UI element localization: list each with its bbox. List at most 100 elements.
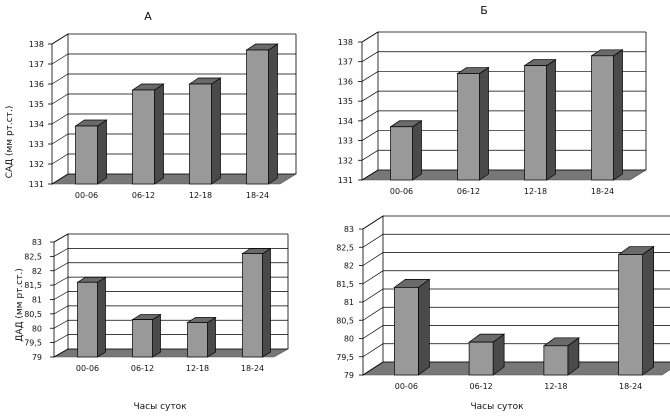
gridline-diagonal [53,248,69,257]
bar [187,322,208,358]
y-tick-label: 134 [338,117,353,126]
gridline-diagonal [51,113,69,125]
gridline-diagonal [361,51,379,63]
y-tick-label: 131 [338,176,353,185]
gridline-diagonal [361,71,379,82]
bar-side [211,77,221,185]
y-tick-label: 80,5 [24,310,42,319]
y-tick-label: 81 [32,296,42,305]
bar-side [97,276,106,358]
bar [75,125,98,185]
y-tick-label: 138 [29,40,44,49]
x-tick-label: 18-24 [241,364,264,373]
x-tick-label: 18-24 [619,382,642,391]
y-tick-label: 81,5 [24,281,42,290]
bar-side [418,278,430,376]
chart-dbp-b: 79 79,5 80 80,5 81 81,5 82 82,5 83 00-06 06-12 12-1… [336,215,670,391]
y-tick-label: 83 [344,225,354,234]
bar [242,253,263,358]
y-tick-label: 83 [32,238,42,247]
y-tick-label: 136 [29,80,44,89]
gridline-diagonal [51,173,69,185]
x-tick-label: 18-24 [591,187,614,196]
y-tick-label: 132 [29,160,44,169]
gridline-diagonal [53,233,69,243]
bar-side [262,247,271,358]
gridline-diagonal [53,319,69,329]
y-tick-label: 133 [29,140,44,149]
y-tick-label: 137 [338,58,353,67]
y-tick-label: 79,5 [24,339,42,348]
bar [591,55,614,181]
panel-title-b: Б [480,4,488,17]
gridline-diagonal [53,276,69,286]
gridline-diagonal [362,306,384,321]
bar [189,83,212,185]
gridline-diagonal [51,53,69,65]
bar-side [613,49,623,181]
chart-side-wall [51,33,69,185]
gridline-diagonal [361,110,379,122]
y-tick-label: 82 [344,262,354,271]
y-tick-label: 82,5 [336,243,354,252]
x-axis-label-left: Часы суток [133,402,187,412]
x-tick-label: 00-06 [76,364,99,373]
gridline-diagonal [53,291,69,300]
bar-side [154,83,164,185]
gridline-diagonal [51,93,69,105]
x-tick-label: 12-18 [544,382,567,391]
bar [618,254,643,376]
x-tick-label: 18-24 [246,191,269,200]
bar-side [152,313,161,358]
y-axis-label-dbp: ДАД (мм рт.ст.) [15,268,25,341]
y-tick-label: 79 [32,353,42,362]
chart-sbp-b: 131 132 133 134 135 136 137 138 00-06 06-12 12-18 1… [338,31,648,196]
y-tick-label: 132 [338,156,353,165]
bar-side [268,43,278,185]
gridline-diagonal [362,361,384,376]
bar [543,345,569,376]
bar [394,287,419,376]
x-tick-label: 12-18 [189,191,212,200]
bar-side [479,66,489,181]
gridline-diagonal [53,334,69,343]
gridline-diagonal [53,305,69,315]
chart-dbp-a: 79 79,5 80 80,5 81 81,5 82 82,5 83 00-06 06-12 12-1… [24,233,290,373]
x-axis-label-right: Часы суток [470,402,524,412]
bar [468,341,494,376]
bar [132,319,153,358]
bar [77,281,98,358]
x-tick-label: 00-06 [395,382,418,391]
gridline-diagonal [362,215,384,230]
bar [524,65,547,181]
y-tick-label: 135 [29,100,44,109]
bar-side [642,245,654,376]
y-tick-label: 82 [32,267,42,276]
bar [246,49,269,185]
y-tick-label: 79,5 [336,353,354,362]
y-tick-label: 138 [338,38,353,47]
gridline-diagonal [361,130,379,141]
y-tick-label: 137 [29,60,44,69]
gridline-diagonal [362,252,384,266]
x-tick-label: 06-12 [131,364,154,373]
gridline-diagonal [51,153,69,165]
bar [132,89,155,185]
gridline-diagonal [362,288,384,303]
bar-side [546,59,556,181]
bar [457,73,480,181]
y-tick-label: 133 [338,137,353,146]
x-tick-label: 12-18 [186,364,209,373]
charts-layer: 131 132 133 134 135 136 137 138 00-06 06-12 12-18 1… [24,31,670,391]
y-tick-label: 82,5 [24,252,42,261]
y-tick-label: 80,5 [336,316,354,325]
x-tick-label: 12-18 [524,187,547,196]
bar-side [97,119,107,185]
gridline-diagonal [361,169,379,181]
panel-title-a: А [144,10,152,23]
y-tick-label: 81 [344,298,354,307]
y-tick-label: 80 [344,335,354,344]
x-tick-label: 06-12 [470,382,493,391]
chart-side-wall [361,31,379,181]
